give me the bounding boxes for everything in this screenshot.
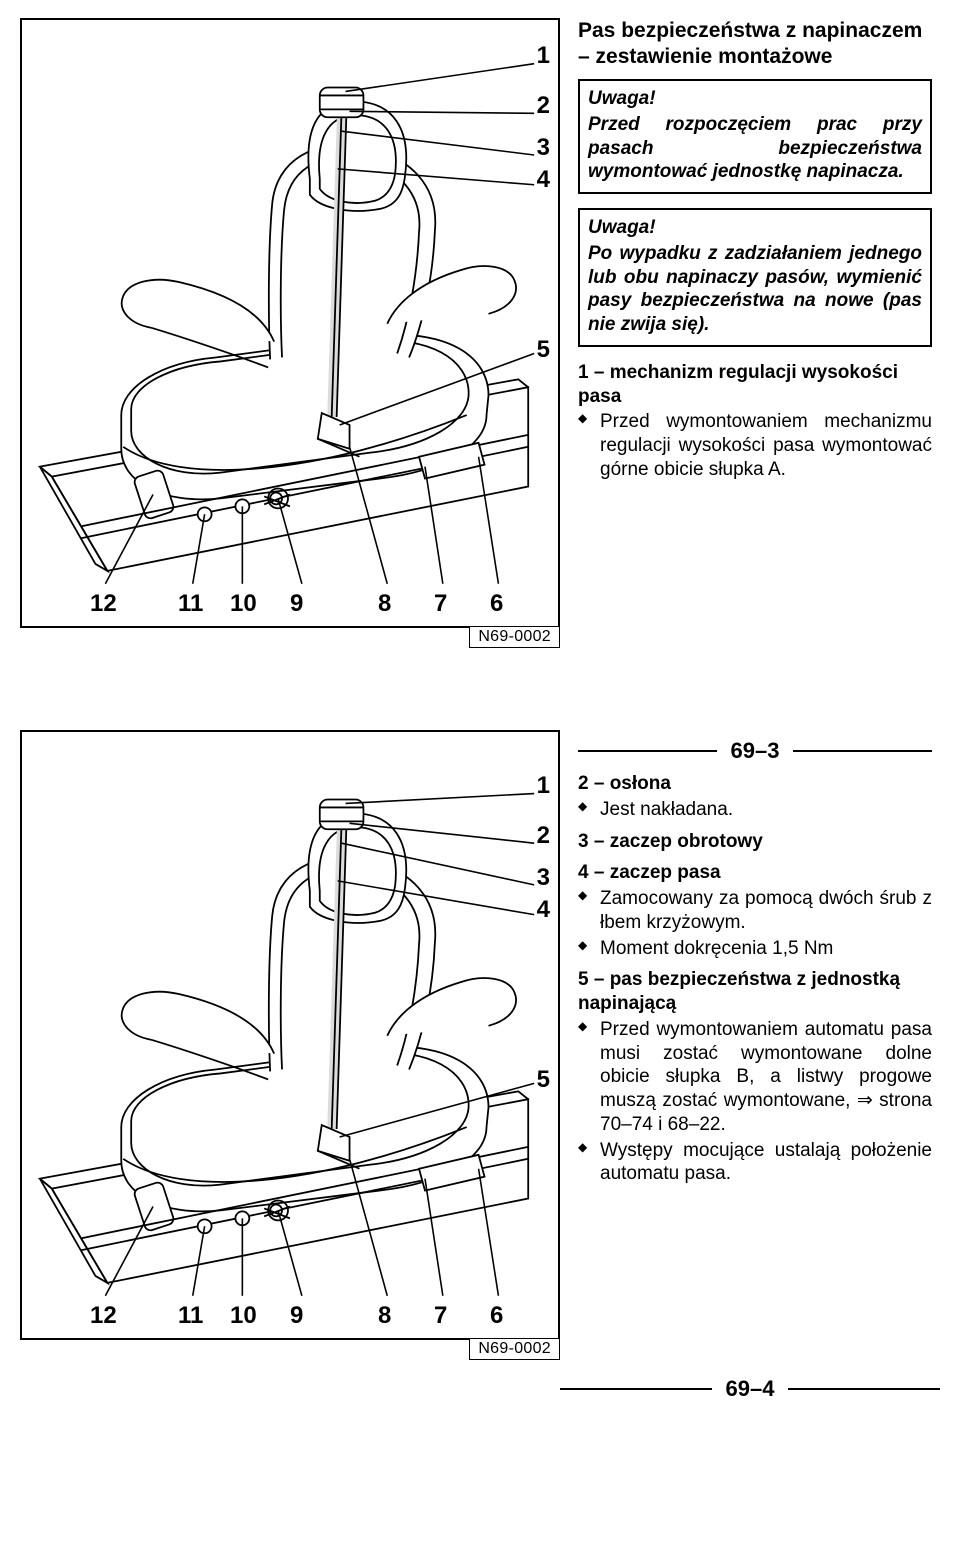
callout-number: 2 bbox=[537, 94, 550, 118]
callout-number: 1 bbox=[537, 774, 550, 798]
note-box-2: Uwaga! Po wypadku z zadziałaniem jednego… bbox=[578, 208, 932, 347]
item-1: 1 – mechanizm regulacji wysokości pasa P… bbox=[578, 361, 932, 482]
page-marker-1-label: 69–3 bbox=[731, 738, 780, 764]
page-marker-2-label: 69–4 bbox=[726, 1376, 775, 1402]
callout-number: 3 bbox=[537, 136, 550, 160]
callout-number: 2 bbox=[537, 824, 550, 848]
page-marker-1: 69–3 bbox=[578, 738, 932, 764]
callout-number: 3 bbox=[537, 866, 550, 890]
figure-reference-bottom: N69-0002 bbox=[469, 1338, 560, 1360]
callout-number: 9 bbox=[290, 1302, 303, 1330]
item-2-bullet-1: Jest nakładana. bbox=[600, 798, 932, 822]
note-box-1: Uwaga! Przed rozpoczęciem prac przy pasa… bbox=[578, 79, 932, 194]
item-5-bullet-2: Występy mocujące ustalają położenie auto… bbox=[600, 1139, 932, 1187]
callout-number: 4 bbox=[537, 168, 550, 192]
figure-top: 12345 1211109876 N69-0002 bbox=[20, 18, 560, 628]
item-4-bullet-2: Moment dokręcenia 1,5 Nm bbox=[600, 937, 932, 961]
callout-number: 6 bbox=[490, 590, 503, 618]
callout-number: 5 bbox=[537, 1068, 550, 1092]
callout-number: 9 bbox=[290, 590, 303, 618]
item-3-head: 3 – zaczep obrotowy bbox=[578, 830, 932, 854]
item-4: 4 – zaczep pasa Zamocowany za pomocą dwó… bbox=[578, 861, 932, 960]
callout-number: 1 bbox=[537, 44, 550, 68]
callout-number: 11 bbox=[178, 1302, 203, 1330]
callout-number: 10 bbox=[230, 1302, 257, 1330]
item-1-head: 1 – mechanizm regulacji wysokości pasa bbox=[578, 361, 932, 409]
item-4-head: 4 – zaczep pasa bbox=[578, 861, 932, 885]
seat-diagram-top bbox=[22, 20, 558, 625]
item-1-bullet-1: Przed wymontowaniem mechanizmu regulacji… bbox=[600, 410, 932, 481]
callout-number: 12 bbox=[90, 1302, 117, 1330]
note-1-body: Przed rozpoczęciem prac przy pasach bezp… bbox=[588, 113, 922, 184]
callout-number: 5 bbox=[537, 338, 550, 362]
callout-number: 12 bbox=[90, 590, 117, 618]
figure-bottom: 12345 1211109876 N69-0002 bbox=[20, 730, 560, 1340]
callout-number: 6 bbox=[490, 1302, 503, 1330]
seat-diagram-bottom bbox=[22, 732, 558, 1337]
callout-number: 8 bbox=[378, 590, 391, 618]
item-2: 2 – osłona Jest nakładana. bbox=[578, 772, 932, 822]
item-5-head: 5 – pas bezpieczeństwa z jednostką napin… bbox=[578, 968, 932, 1016]
item-2-head: 2 – osłona bbox=[578, 772, 932, 796]
page-marker-2: 69–4 bbox=[560, 1376, 940, 1402]
callout-number: 7 bbox=[434, 1302, 447, 1330]
callout-number: 10 bbox=[230, 590, 257, 618]
item-3: 3 – zaczep obrotowy bbox=[578, 830, 932, 854]
callout-number: 7 bbox=[434, 590, 447, 618]
section-title: Pas bezpieczeństwa z napinaczem – zestaw… bbox=[578, 18, 932, 69]
note-1-head: Uwaga! bbox=[588, 87, 922, 111]
note-2-body: Po wypadku z zadziałaniem jednego lub ob… bbox=[588, 242, 922, 337]
callout-number: 4 bbox=[537, 898, 550, 922]
callout-number: 8 bbox=[378, 1302, 391, 1330]
note-2-head: Uwaga! bbox=[588, 216, 922, 240]
callout-number: 11 bbox=[178, 590, 203, 618]
item-5: 5 – pas bezpieczeństwa z jednostką napin… bbox=[578, 968, 932, 1186]
figure-reference-top: N69-0002 bbox=[469, 626, 560, 648]
item-5-bullet-1: Przed wymontowaniem automatu pasa musi z… bbox=[600, 1018, 932, 1137]
item-4-bullet-1: Zamocowany za pomocą dwóch śrub z łbem k… bbox=[600, 887, 932, 935]
